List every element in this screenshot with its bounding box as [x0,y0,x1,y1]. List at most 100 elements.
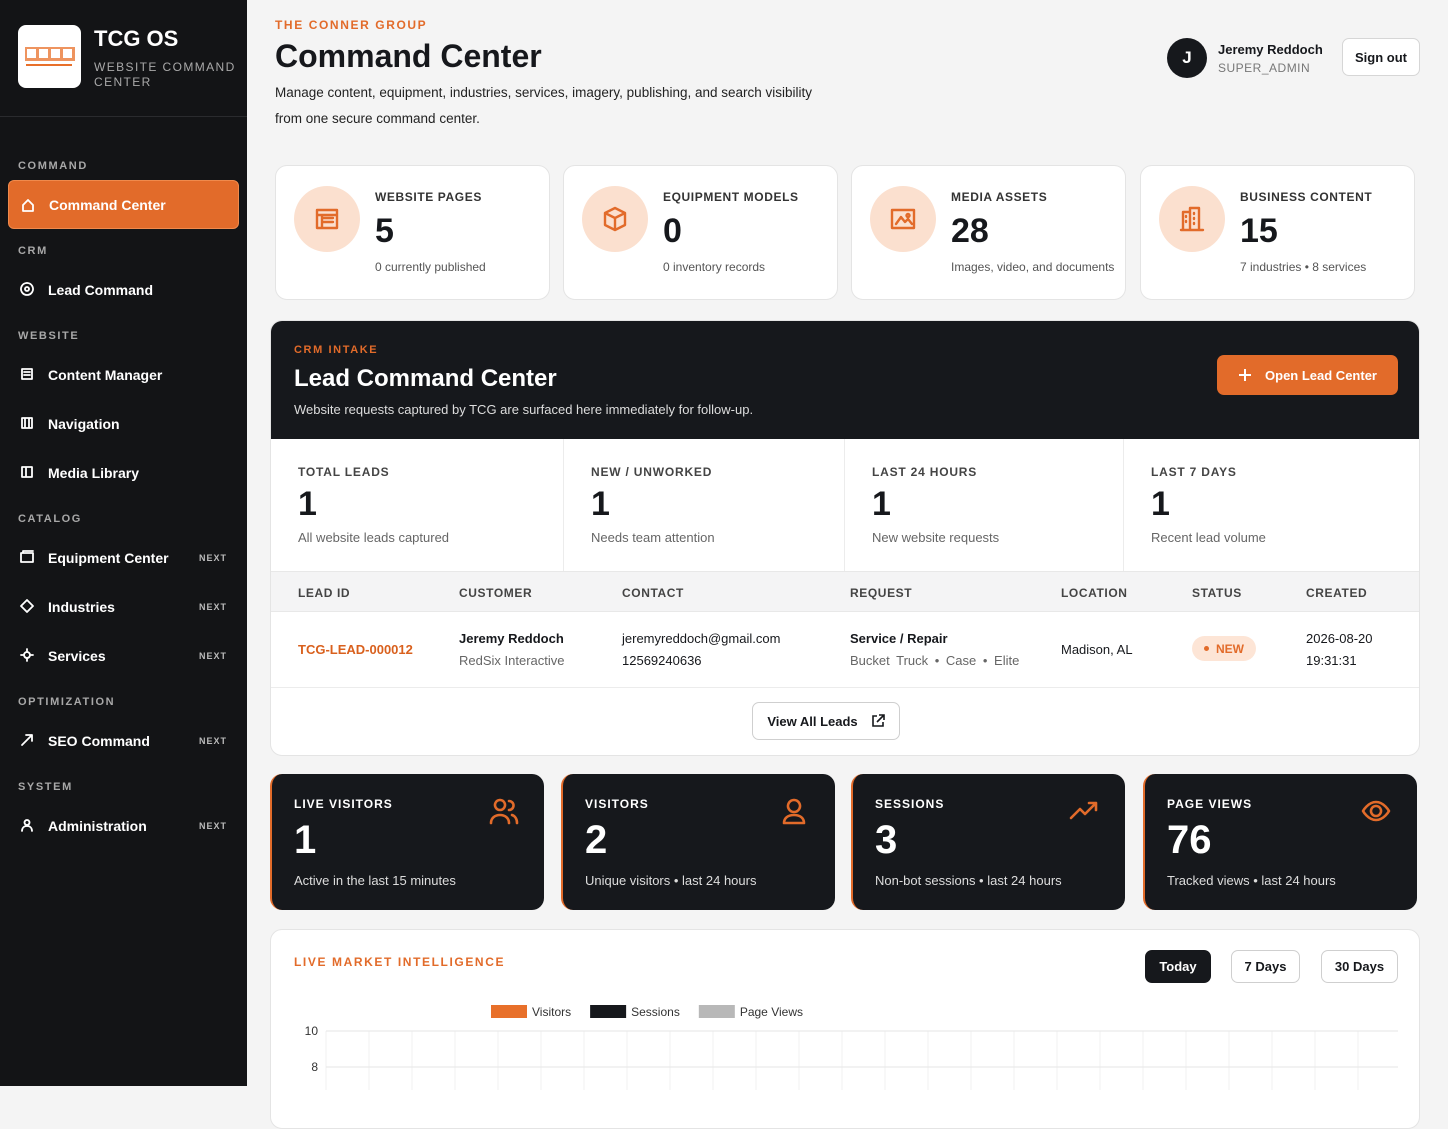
traffic-card: PAGE VIEWS 76 Tracked views • last 24 hour… [1143,774,1417,910]
column-header: CREATED [1306,586,1368,600]
table-header: LEAD ID CUSTOMER CONTACT REQUEST LOCATION STA… [271,571,1419,612]
nav-item[interactable]: Administration NEXT [8,801,239,850]
traffic-note: Active in the last 15 minutes [294,873,456,888]
metric-value: 1 [591,485,610,523]
stat-note: 7 industries • 8 services [1240,260,1367,274]
created-time: 19:31:31 [1306,653,1357,668]
nav-section-label: WEBSITE [18,330,80,342]
crm-title: Lead Command Center [294,365,557,392]
nav-item[interactable]: Industries NEXT [8,582,239,631]
icon [22,199,34,212]
table-row[interactable]: TCG-LEAD-000012 Jeremy Reddoch RedSix Inte… [271,612,1419,688]
sidebar: TCG OS WEBSITE COMMAND CENTER COMMAND Com… [0,0,247,1086]
stat-label: EQUIPMENT MODELS [663,190,799,204]
stat-value: 15 [1240,212,1278,250]
icon [21,466,33,478]
nav-badge: NEXT [198,601,227,612]
nav-section-label: COMMAND [18,160,88,172]
metric-note: Needs team attention [591,530,715,545]
page-description: Manage content, equipment, industries, s… [275,85,813,126]
legend-swatch [698,1005,735,1018]
location: Madison, AL [1061,642,1133,657]
avatar: J [1167,38,1207,78]
request: Service / Repair [850,631,948,646]
metric-note: Recent lead volume [1151,530,1266,545]
nav-badge: NEXT [198,735,227,746]
crm-header: CRM INTAKE Lead Command Center Website r… [271,321,1419,439]
email: jeremyreddoch@gmail.com [622,631,781,646]
nav-item[interactable]: Content Manager [8,350,239,399]
icon [1361,800,1391,822]
nav-label: Command Center [49,196,166,213]
icon [489,798,519,825]
icon-path [21,734,33,746]
nav-label: Content Manager [48,366,163,383]
column-header: STATUS [1192,586,1242,600]
stat-card: EQUIPMENT MODELS 0 0 inventory records [563,165,838,300]
metric-label: TOTAL LEADS [298,465,390,479]
nav-item[interactable]: Equipment Center NEXT [8,533,239,582]
nav-label: Industries [48,598,115,615]
nav-item[interactable]: Navigation [8,399,239,448]
nav-item[interactable]: Services NEXT [8,631,239,680]
range-button[interactable]: 7 Days [1231,950,1300,983]
icon [315,208,339,230]
icon-path [21,368,33,380]
icon [21,734,33,746]
metric-label: LAST 7 DAYS [1151,465,1237,479]
crm-panel: CRM INTAKE Lead Command Center Website r… [270,320,1420,756]
nav-badge: NEXT [198,820,227,831]
nav-label: SEO Command [48,732,150,749]
nav-section-label: CATALOG [18,513,82,525]
company: RedSix Interactive [459,653,565,668]
stat-value: 28 [951,212,989,250]
divider [0,116,247,117]
external-icon [871,714,885,727]
metric-value: 1 [1151,485,1170,523]
column-header: LEAD ID [298,586,351,600]
stat-icon [582,186,648,252]
nav-item[interactable]: Media Library [8,448,239,497]
traffic-label: PAGE VIEWS [1167,797,1253,811]
icon-path [21,819,33,832]
range-button[interactable]: Today [1145,950,1211,983]
page-title: Command Center [275,38,542,74]
icon-path [20,282,34,296]
icon-path [21,417,33,429]
nav-item[interactable]: Command Center [8,180,239,229]
open-lead-center[interactable]: Open Lead Center [1217,355,1398,395]
status-dot [1204,646,1209,651]
created-date: 2026-08-20 [1306,631,1373,646]
traffic-value: 2 [585,818,608,862]
legend-label: Visitors [532,1005,571,1019]
icon-path [890,208,916,230]
nav-item[interactable]: Lead Command [8,265,239,314]
traffic-card: SESSIONS 3 Non-bot sessions • last 24 hour… [851,774,1125,910]
range-button[interactable]: 30 Days [1321,950,1398,983]
metric: TOTAL LEADS 1 All website leads captured [271,439,564,571]
icon-path [1361,800,1391,822]
legend-label: Sessions [631,1005,680,1019]
icon-path [20,550,34,563]
icon-path [21,466,33,478]
icon [21,368,33,380]
legend-swatch [491,1005,527,1018]
icon [782,798,806,825]
stat-value: 0 [663,212,682,250]
nav-item[interactable]: SEO Command NEXT [8,716,239,765]
view-all-leads[interactable]: View All Leads [752,702,900,740]
logo-art [25,47,75,66]
phone: 12569240636 [622,653,702,668]
button-label: Open Lead Center [1265,367,1377,383]
nav-badge: NEXT [198,552,227,563]
metric: LAST 7 DAYS 1 Recent lead volume [1124,439,1419,571]
sign-out[interactable]: Sign out [1342,38,1420,76]
legend-label: Page Views [740,1005,803,1019]
column-header: REQUEST [850,586,913,600]
stat-note: 0 currently published [375,260,486,274]
icon-path [1179,206,1205,232]
stat-card: BUSINESS CONTENT 15 7 industries • 8 servi… [1140,165,1415,300]
traffic-note: Unique visitors • last 24 hours [585,873,757,888]
stat-card: WEBSITE PAGES 5 0 currently published [275,165,550,300]
